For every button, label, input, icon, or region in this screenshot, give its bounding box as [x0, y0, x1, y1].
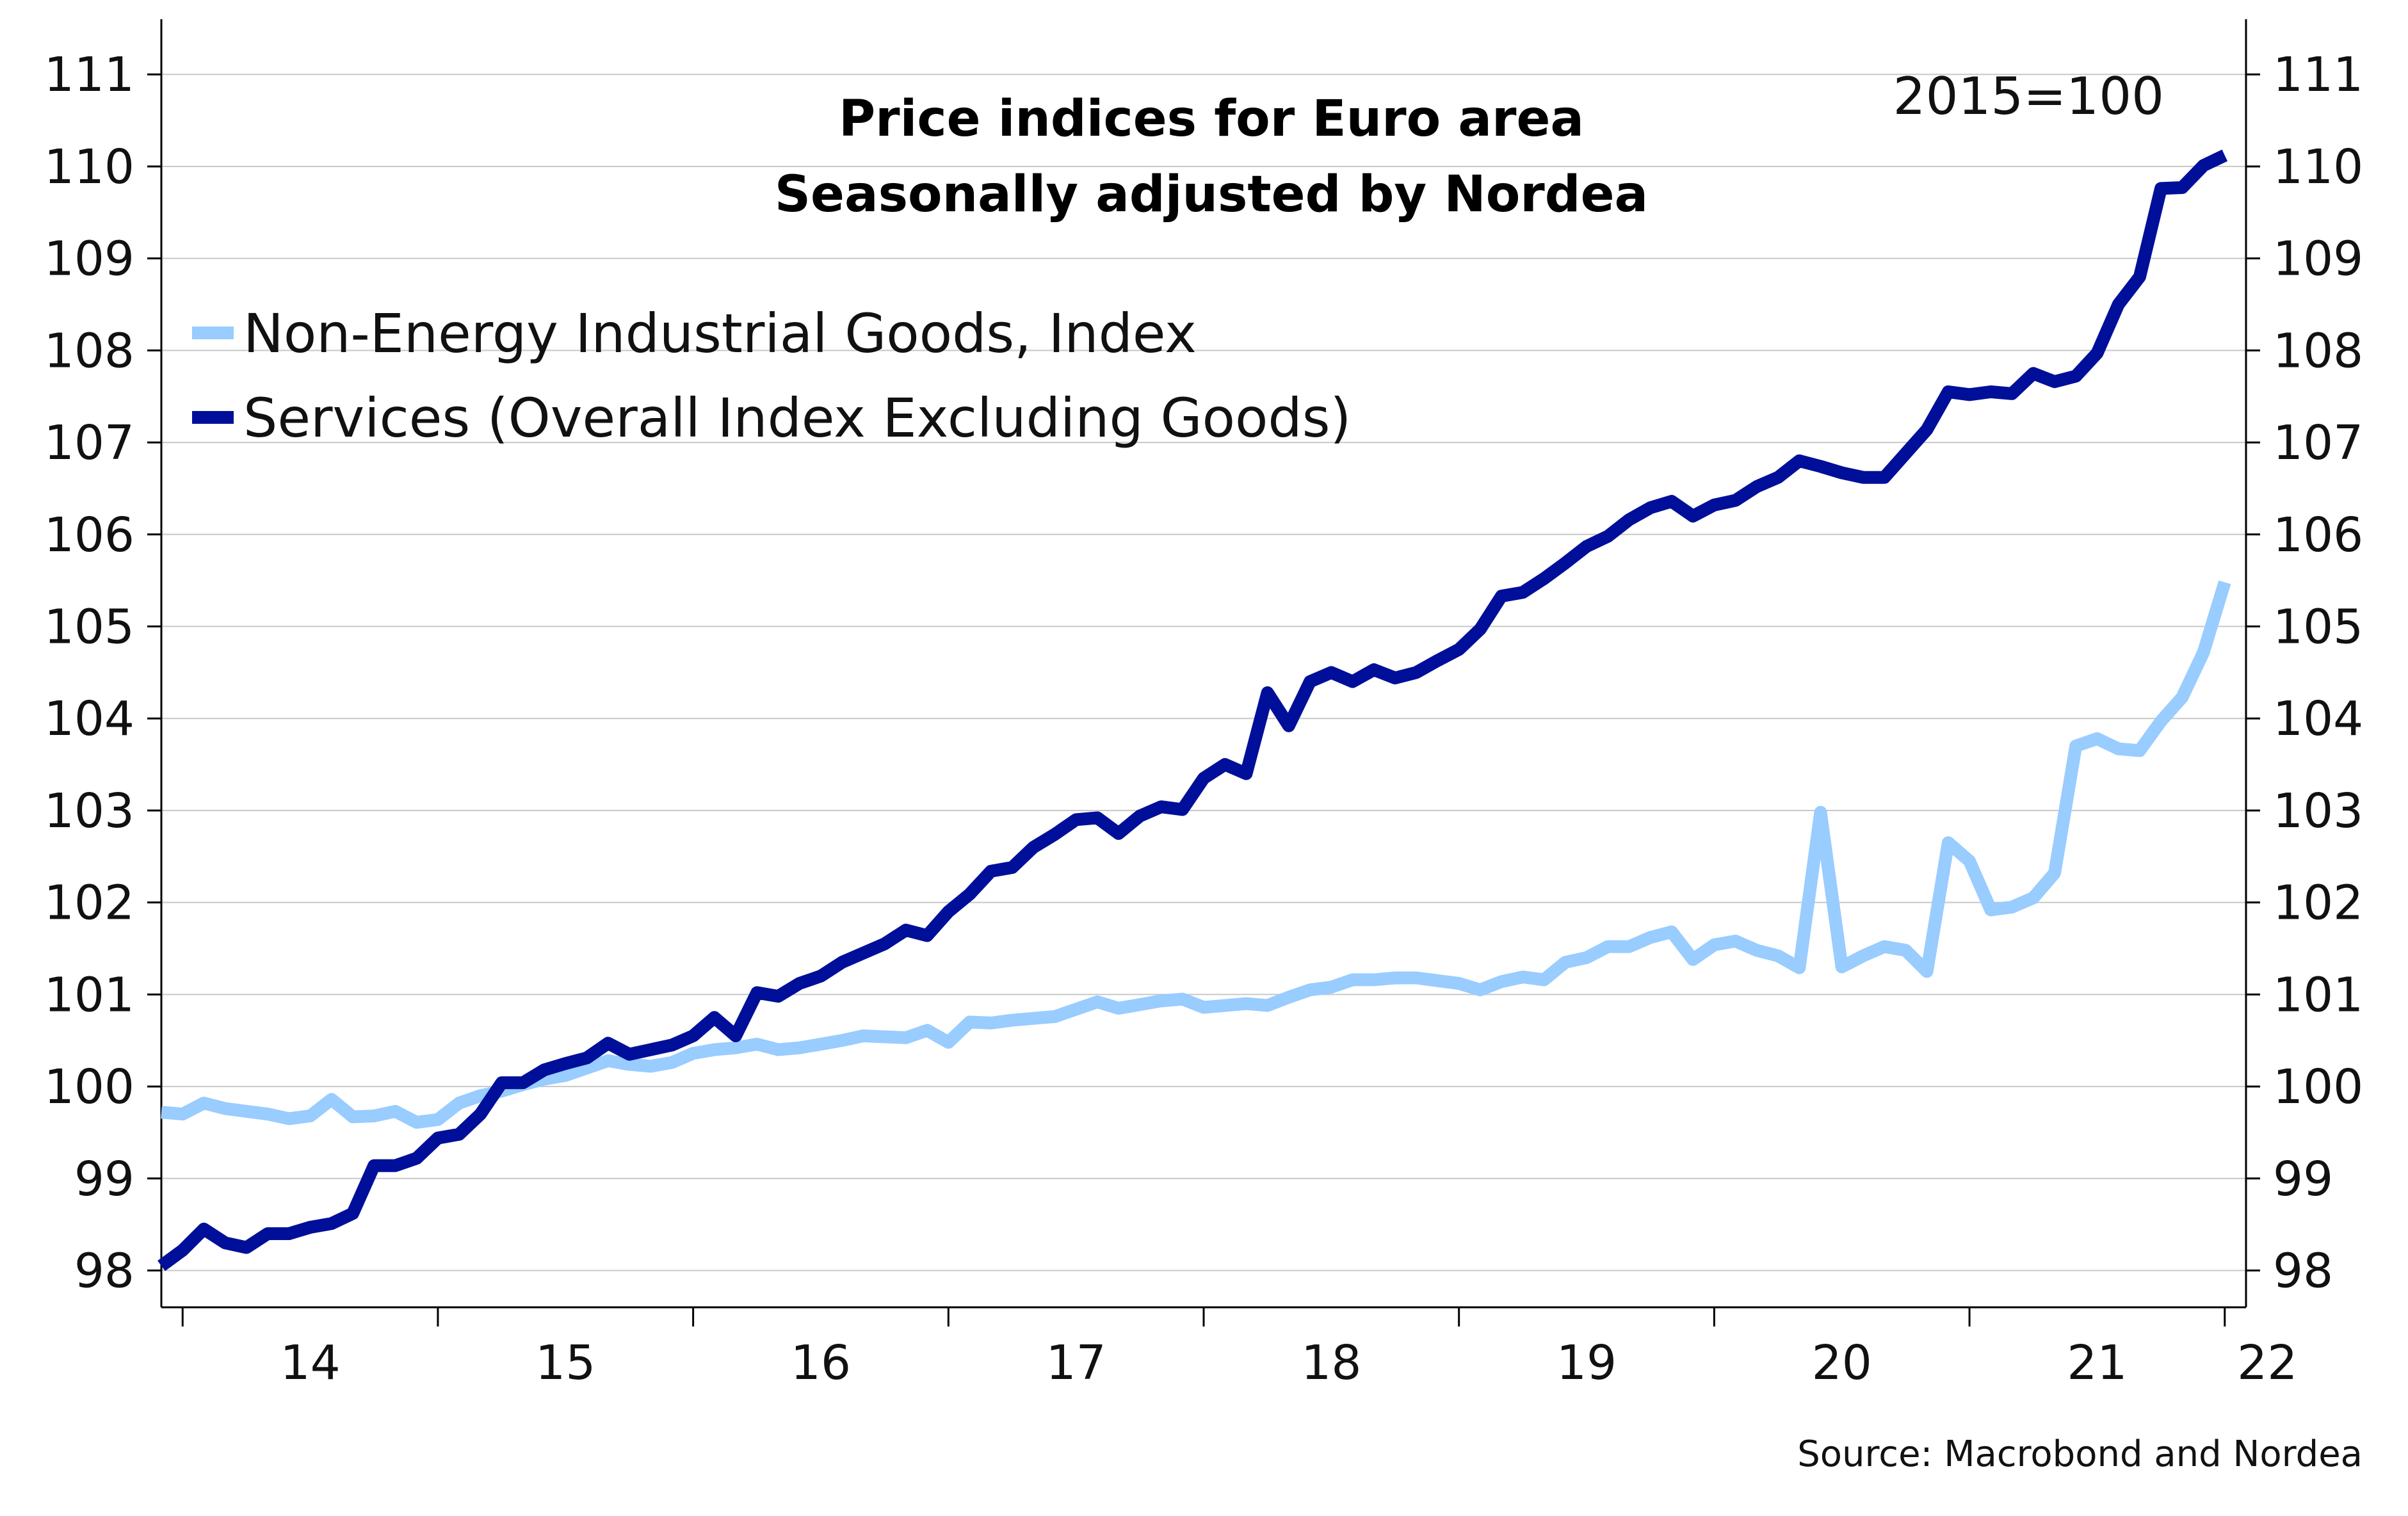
y-tick-label-right: 102	[2273, 876, 2363, 931]
y-tick-label-left: 110	[44, 140, 134, 195]
y-tick-label-left: 101	[44, 967, 134, 1022]
legend-label-non-energy: Non-Energy Industrial Goods, Index	[243, 302, 1197, 365]
x-tick-label: 14	[280, 1335, 340, 1391]
y-tick-label-left: 106	[44, 508, 134, 563]
x-tick-label: 19	[1556, 1335, 1617, 1391]
y-tick-label-right: 103	[2273, 784, 2363, 839]
y-tick-label-right: 111	[2273, 47, 2363, 102]
y-tick-label-right: 100	[2273, 1060, 2363, 1115]
source-note: Source: Macrobond and Nordea	[1797, 1433, 2363, 1475]
y-tick-label-right: 105	[2273, 600, 2363, 655]
axes: 98 98 99 99 100 100 101 101 102 102 103 103 104 104 10…	[44, 19, 2363, 1391]
y-tick-label-right: 106	[2273, 508, 2363, 563]
legend: Non-Energy Industrial Goods, Index Servi…	[192, 302, 1351, 449]
base-year-note: 2015=100	[1893, 67, 2164, 126]
x-tick-label: 21	[2067, 1335, 2127, 1391]
y-tick-label-left: 102	[44, 876, 134, 931]
series-line-non-energy	[161, 580, 2231, 1129]
y-tick-label-right: 107	[2273, 415, 2363, 471]
series-layer	[158, 149, 2231, 1271]
y-tick-label-left: 99	[74, 1152, 134, 1207]
y-tick-label-left: 108	[44, 323, 134, 378]
y-tick-label-left: 104	[44, 691, 134, 746]
y-tick-label-left: 111	[44, 47, 134, 102]
y-tick-label-left: 98	[74, 1244, 134, 1299]
y-tick-label-right: 109	[2273, 232, 2363, 287]
series-line-services	[158, 149, 2228, 1271]
y-tick-label-right: 101	[2273, 967, 2363, 1022]
x-tick-label: 16	[791, 1335, 851, 1391]
chart-title: Price indices for Euro area	[839, 90, 1584, 148]
y-tick-label-left: 100	[44, 1060, 134, 1115]
chart-subtitle: Seasonally adjusted by Nordea	[775, 166, 1648, 223]
gridlines	[161, 74, 2246, 1271]
y-tick-label-right: 99	[2273, 1152, 2333, 1207]
y-tick-label-left: 103	[44, 784, 134, 839]
y-tick-label-left: 109	[44, 232, 134, 287]
x-tick-label: 18	[1301, 1335, 1361, 1391]
x-tick-label: 15	[535, 1335, 595, 1391]
y-tick-label-right: 104	[2273, 691, 2363, 746]
x-tick-label: 20	[1812, 1335, 1872, 1391]
y-tick-label-right: 108	[2273, 323, 2363, 378]
y-tick-label-right: 98	[2273, 1244, 2333, 1299]
y-tick-label-left: 105	[44, 600, 134, 655]
y-tick-label-right: 110	[2273, 140, 2363, 195]
legend-label-services: Services (Overall Index Excluding Goods)	[243, 387, 1351, 449]
x-tick-label: 17	[1046, 1335, 1106, 1391]
x-tick-label: 22	[2237, 1335, 2297, 1391]
y-tick-label-left: 107	[44, 415, 134, 471]
